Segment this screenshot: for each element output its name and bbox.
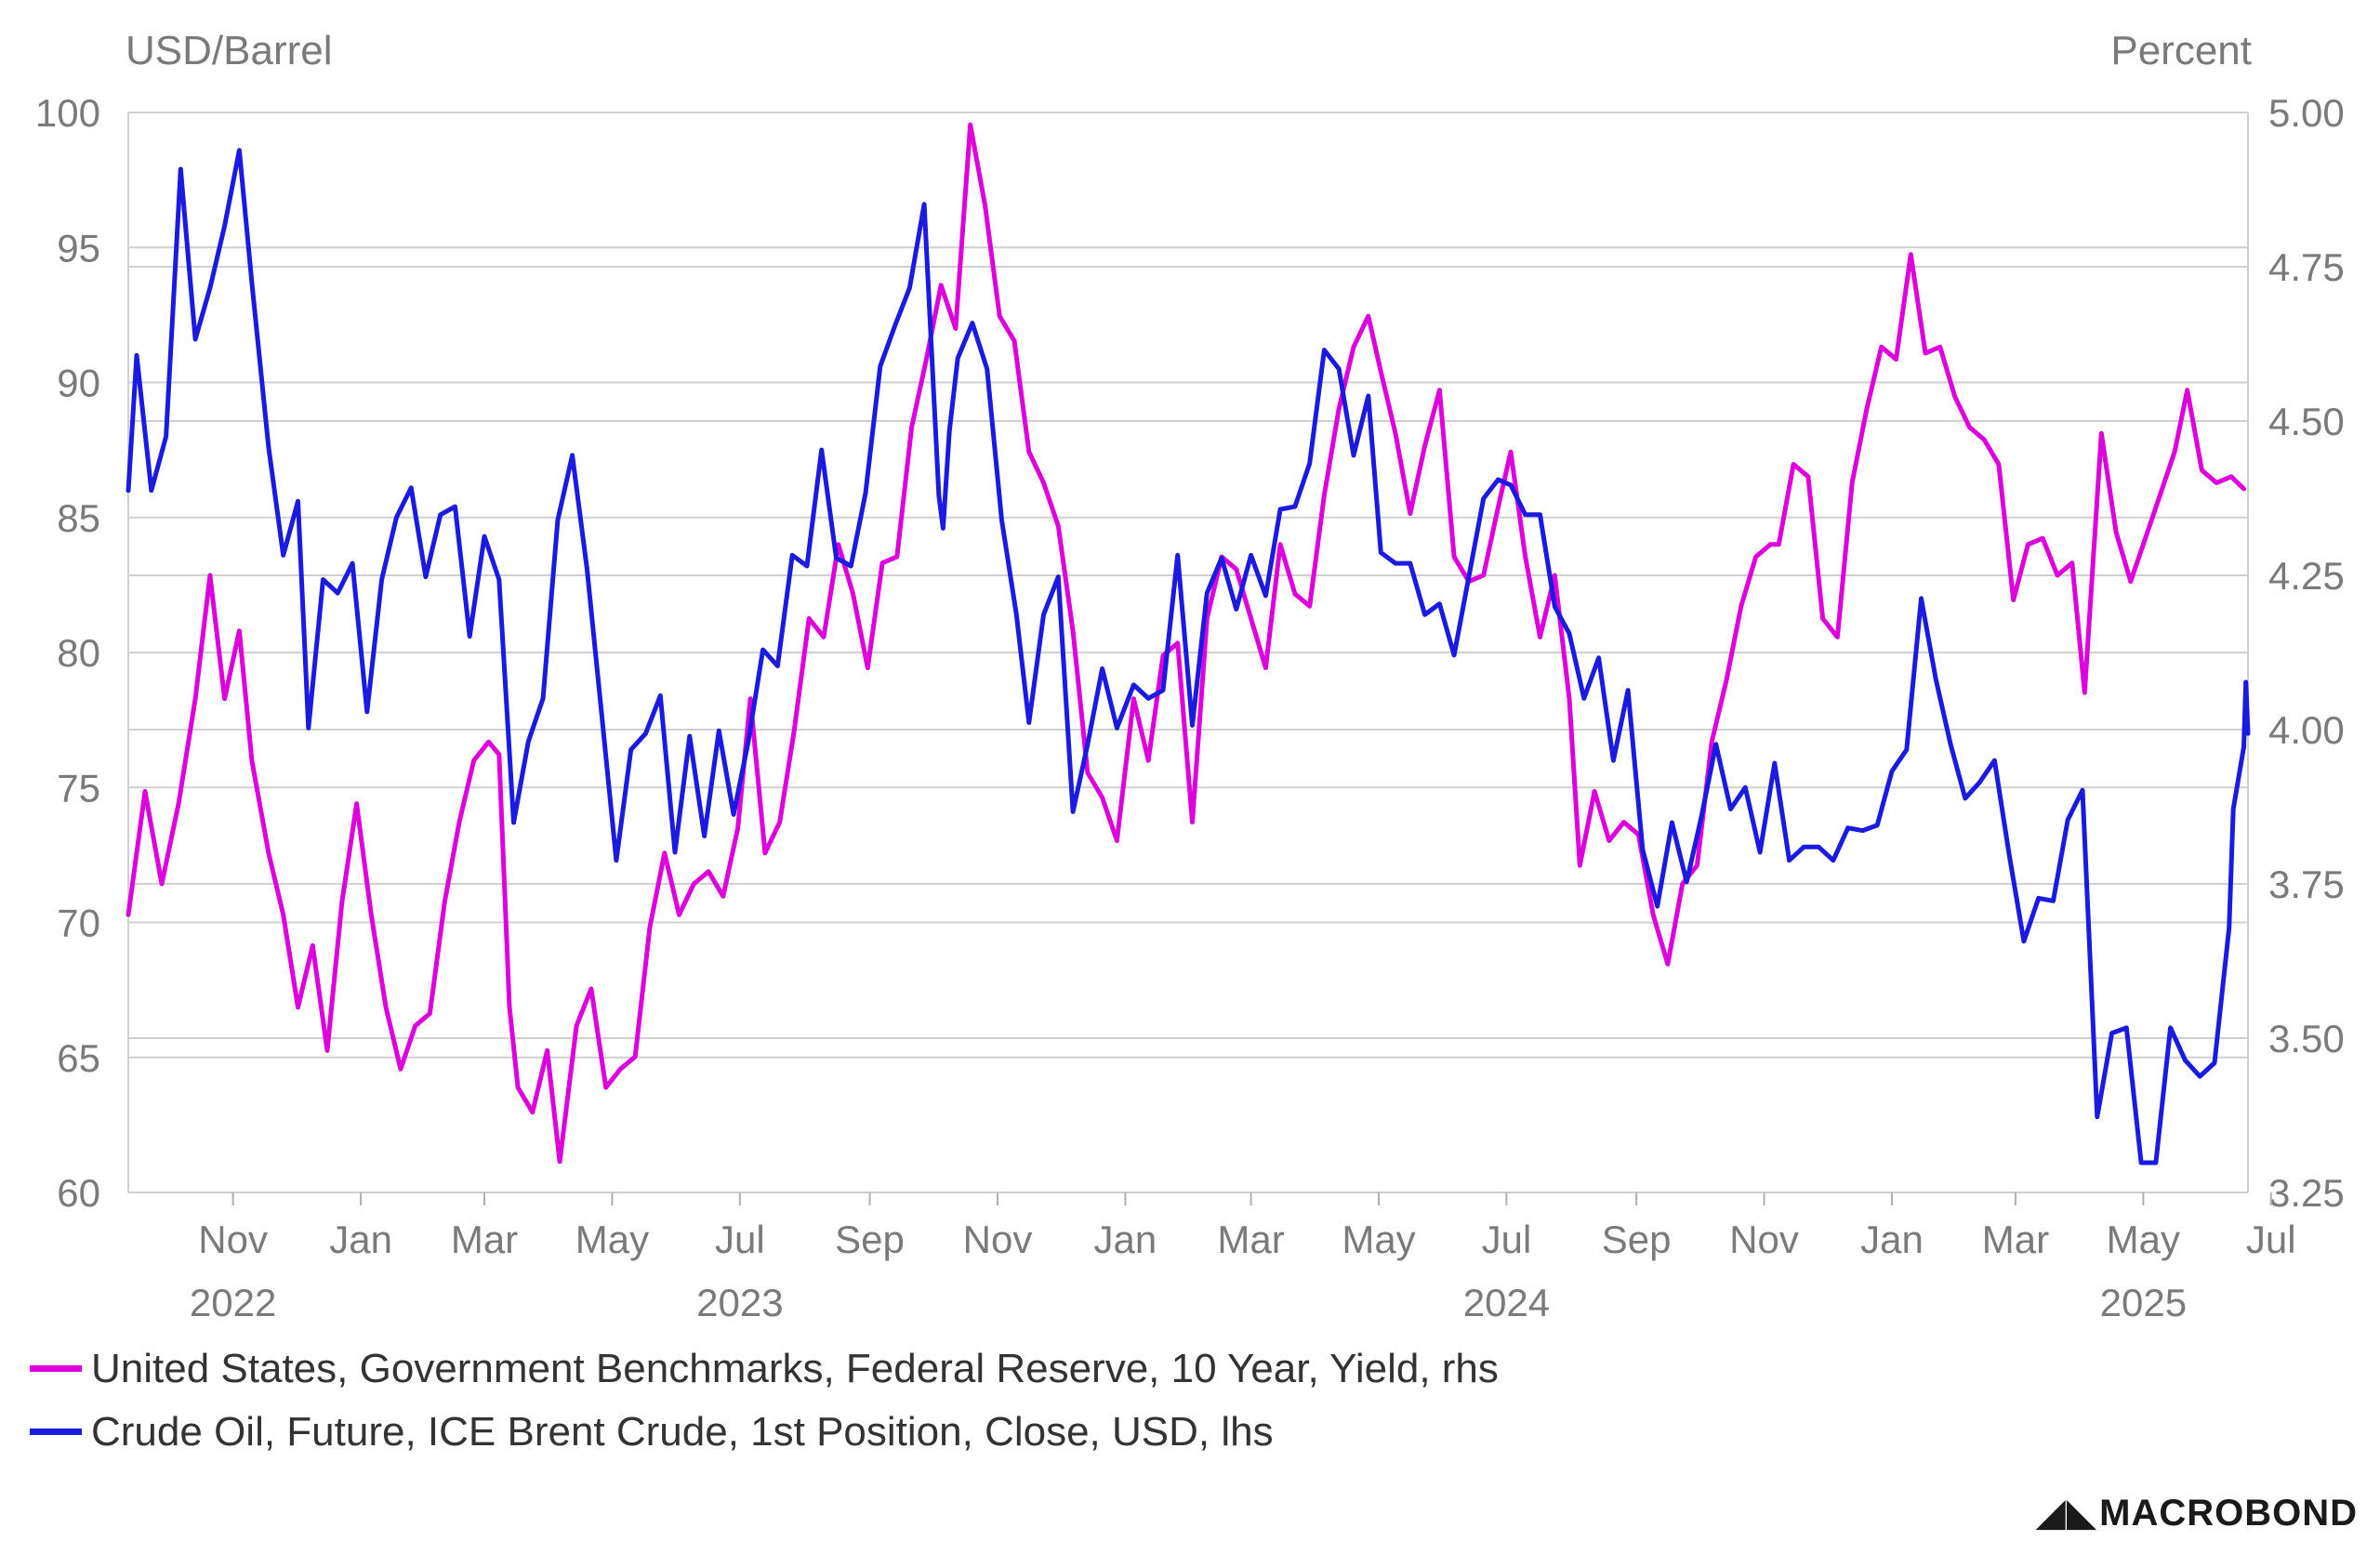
x-tick-label: Mar xyxy=(1217,1218,1284,1261)
right-tick-label: 5.00 xyxy=(2268,91,2345,135)
left-tick-label: 95 xyxy=(57,226,100,270)
x-tick-label: Jul xyxy=(715,1218,765,1261)
x-tick-label: Nov xyxy=(198,1218,268,1261)
macrobond-logo-icon: ◢◣ xyxy=(2035,1490,2098,1534)
x-tick-label: Jul xyxy=(1482,1218,1532,1261)
left-tick-label: 85 xyxy=(57,496,100,540)
right-axis: 3.25 3.50 3.75 4.00 4.25 4.50 4.75 5.00 xyxy=(2268,91,2345,1215)
legend-label: United States, Government Benchmarks, Fe… xyxy=(91,1346,1499,1391)
x-tick-label: May xyxy=(1342,1218,1415,1261)
left-tick-label: 80 xyxy=(57,631,100,675)
x-year-label: 2025 xyxy=(2100,1281,2187,1324)
series-line-brent-crude xyxy=(126,148,2251,1165)
x-tick-label: Mar xyxy=(1982,1218,2049,1261)
macrobond-logo-text: MACROBOND xyxy=(2099,1493,2358,1534)
x-tick-label: Jan xyxy=(329,1218,392,1261)
legend-swatch xyxy=(30,1428,82,1435)
legend-item-us-10y-yield: United States, Government Benchmarks, Fe… xyxy=(30,1346,1499,1392)
series-lines xyxy=(126,122,2251,1165)
left-tick-label: 60 xyxy=(57,1171,100,1215)
legend-swatch xyxy=(30,1364,82,1372)
right-tick-label: 3.50 xyxy=(2268,1017,2345,1060)
x-tick-label: May xyxy=(575,1218,649,1261)
x-year-label: 2022 xyxy=(190,1281,276,1324)
right-axis-unit: Percent xyxy=(2110,28,2252,73)
right-tick-label: 3.75 xyxy=(2268,863,2345,906)
left-tick-label: 75 xyxy=(57,766,100,810)
series-line-us-10y-yield xyxy=(126,122,2246,1165)
x-tick-label: Jan xyxy=(1860,1218,1924,1261)
right-tick-label: 4.25 xyxy=(2268,554,2345,598)
x-tick-label: Jul xyxy=(2246,1218,2296,1261)
left-tick-label: 65 xyxy=(57,1036,100,1080)
right-tick-label: 4.50 xyxy=(2268,400,2345,443)
left-tick-label: 100 xyxy=(35,91,100,135)
left-tick-label: 90 xyxy=(57,362,100,405)
left-tick-label: 70 xyxy=(57,902,100,945)
x-tick-label: Nov xyxy=(1729,1218,1799,1261)
x-tick-label: Mar xyxy=(451,1218,518,1261)
legend-label: Crude Oil, Future, ICE Brent Crude, 1st … xyxy=(91,1409,1274,1455)
x-tick-label: May xyxy=(2107,1218,2180,1261)
macrobond-logo: ◢◣MACROBOND xyxy=(2036,1489,2358,1534)
x-tick-label: Sep xyxy=(835,1218,905,1261)
x-tick-label: Nov xyxy=(963,1218,1033,1261)
right-tick-label: 3.25 xyxy=(2268,1171,2345,1215)
x-year-label: 2023 xyxy=(696,1281,783,1324)
right-tick-label: 4.75 xyxy=(2268,245,2345,289)
right-tick-label: 4.00 xyxy=(2268,708,2345,752)
gridlines xyxy=(127,112,2249,1193)
left-axis-unit: USD/Barrel xyxy=(126,28,333,73)
x-year-label: 2024 xyxy=(1463,1281,1550,1324)
x-tick-label: Jan xyxy=(1094,1218,1157,1261)
x-tick-label: Sep xyxy=(1602,1218,1672,1261)
left-axis: 60 65 70 75 80 85 90 95 100 xyxy=(35,91,100,1215)
legend-item-brent-crude: Crude Oil, Future, ICE Brent Crude, 1st … xyxy=(30,1409,1274,1455)
x-axis: Nov Jan Mar May Jul Sep Nov Jan Mar May Jul Sep Nov J… xyxy=(190,1192,2296,1324)
